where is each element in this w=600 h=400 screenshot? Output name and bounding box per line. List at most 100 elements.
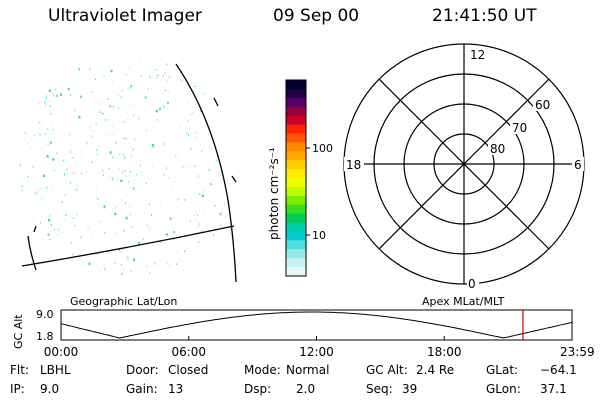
image-pixel [50, 113, 52, 115]
image-pixel [99, 270, 101, 272]
image-pixel [86, 115, 88, 117]
image-pixel [107, 98, 109, 100]
image-pixel [71, 221, 73, 223]
image-pixel [115, 205, 118, 209]
colorbar-segments [286, 80, 306, 277]
image-pixel [64, 218, 66, 221]
image-pixel [34, 192, 37, 195]
image-pixel [61, 247, 63, 249]
image-pixel [97, 198, 99, 200]
image-pixel [215, 159, 217, 162]
image-pixel [212, 147, 214, 149]
image-pixel [71, 259, 73, 261]
image-pixel [114, 70, 116, 72]
label-mask [533, 97, 553, 111]
image-pixel [131, 226, 133, 229]
y-tick-label-high: 9.0 [36, 308, 54, 321]
image-pixel [85, 101, 86, 103]
image-pixel [180, 79, 183, 82]
colorbar-segment [286, 97, 306, 108]
image-pixel [61, 123, 62, 125]
image-pixel [21, 189, 23, 192]
image-pixel [148, 154, 150, 156]
image-pixel [166, 101, 169, 105]
image-pixel [20, 164, 21, 167]
image-pixel [69, 182, 71, 184]
image-pixel [55, 88, 57, 91]
image-pixel [193, 164, 196, 168]
image-pixel [156, 77, 158, 79]
image-pixel [52, 92, 54, 95]
image-pixel [127, 118, 129, 121]
dsp-label: Dsp: [244, 382, 272, 396]
image-pixel [25, 132, 27, 134]
image-pixel [151, 144, 154, 147]
image-pixel [59, 93, 62, 96]
mlt-label-0: 0 [468, 277, 476, 291]
image-pixel [103, 262, 106, 265]
glat-label: GLat: [486, 363, 519, 377]
image-pixel [186, 132, 188, 135]
image-pixel [220, 174, 222, 176]
image-pixel [178, 259, 180, 261]
image-pixel [130, 170, 131, 173]
image-pixel [35, 159, 36, 162]
image-pixel [146, 224, 149, 227]
image-pixel [148, 228, 151, 231]
image-pixel [81, 172, 82, 175]
image-pixel [112, 178, 114, 181]
image-pixel [46, 128, 48, 130]
image-pixel [214, 204, 216, 207]
image-pixel [76, 213, 78, 216]
image-pixel [168, 76, 170, 78]
image-pixel [73, 172, 75, 174]
image-pixel [163, 105, 165, 108]
image-pixel [123, 154, 125, 156]
image-pixel [142, 238, 144, 240]
image-pixel [131, 231, 133, 233]
colorbar-segment [286, 178, 306, 188]
image-pixel [124, 170, 126, 172]
image-pixel [45, 104, 47, 107]
image-pixel [100, 173, 102, 175]
image-pixel [121, 249, 123, 252]
image-pixel [176, 251, 178, 253]
image-pixel [124, 202, 126, 205]
image-pixel [151, 87, 152, 89]
image-pixel [97, 253, 98, 255]
image-pixel [74, 109, 76, 112]
image-pixel [201, 230, 203, 232]
image-pixel [114, 212, 117, 216]
image-pixel [99, 140, 101, 142]
image-pixel [65, 214, 67, 216]
seq-label: Seq: [366, 382, 393, 396]
image-pixel [177, 198, 179, 201]
image-pixel [104, 208, 106, 211]
image-pixel [134, 105, 136, 107]
image-pixel [39, 134, 41, 136]
colorbar-segment [286, 249, 306, 259]
image-pixel [126, 111, 128, 113]
image-pixel [206, 224, 208, 226]
image-pixel [91, 135, 93, 137]
image-pixel [95, 100, 96, 102]
image-pixel [149, 203, 150, 206]
image-pixel [129, 206, 131, 208]
image-pixel [159, 107, 162, 110]
colorbar-segment [286, 133, 306, 143]
image-pixel [195, 131, 197, 134]
image-pixel [117, 94, 119, 97]
image-pixel [193, 85, 195, 88]
image-pixel [52, 158, 55, 161]
image-pixel [134, 138, 136, 141]
image-pixel [64, 173, 65, 176]
date-title: 09 Sep 00 [273, 6, 360, 26]
image-pixel [121, 90, 123, 92]
image-pixel [147, 88, 149, 90]
image-pixel [145, 129, 148, 133]
image-pixel [45, 165, 47, 167]
image-pixel [110, 105, 112, 108]
image-pixel [132, 187, 135, 190]
image-pixel [188, 134, 189, 136]
image-pixel [61, 201, 63, 203]
